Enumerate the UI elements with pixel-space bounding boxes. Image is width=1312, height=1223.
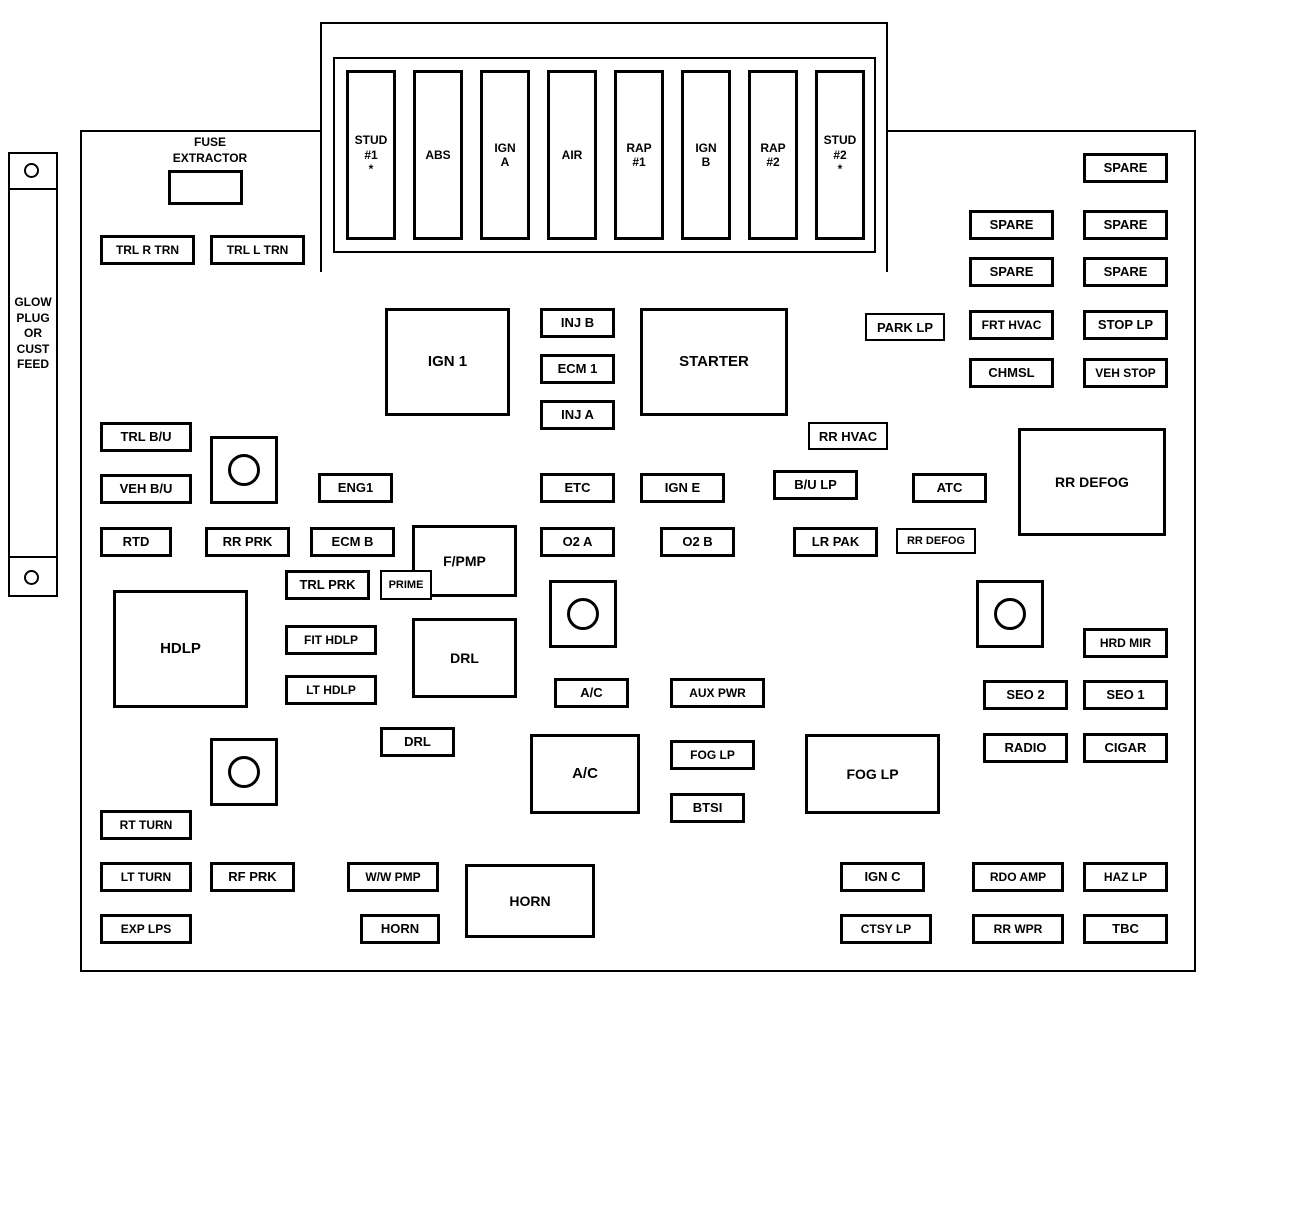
fuse-park-lp: PARK LP: [865, 313, 945, 341]
block-drl: DRL: [412, 618, 517, 698]
fuse-etc: ETC: [540, 473, 615, 503]
side-connector-label: GLOW PLUG OR CUST FEED: [8, 295, 58, 373]
relay-stud1: STUD #1 *: [346, 70, 396, 240]
fuse-haz-lp: HAZ LP: [1083, 862, 1168, 892]
fuse-lt-hdlp: LT HDLP: [285, 675, 377, 705]
relay-rap1: RAP #1: [614, 70, 664, 240]
fuse-btsi: BTSI: [670, 793, 745, 823]
fuse-inj-a: INJ A: [540, 400, 615, 430]
block-ign-1: IGN 1: [385, 308, 510, 416]
fuse-ctsy-lp: CTSY LP: [840, 914, 932, 944]
relay-igna: IGN A: [480, 70, 530, 240]
fuse-o2-b: O2 B: [660, 527, 735, 557]
fuse-trl-bu: TRL B/U: [100, 422, 192, 452]
fuse-fog-lp-s: FOG LP: [670, 740, 755, 770]
block-hdlp: HDLP: [113, 590, 248, 708]
fuse-fit-hdlp: FIT HDLP: [285, 625, 377, 655]
fuse-veh-bu: VEH B/U: [100, 474, 192, 504]
block-fog-lp: FOG LP: [805, 734, 940, 814]
relay-ignb: IGN B: [681, 70, 731, 240]
fuse-ac-s: A/C: [554, 678, 629, 708]
connector-hole-top: [24, 163, 39, 178]
fuse-spare-r1c1: SPARE: [1083, 153, 1168, 183]
mount-circle-r: [994, 598, 1026, 630]
fuse-ecm-b: ECM B: [310, 527, 395, 557]
fuse-seo-1: SEO 1: [1083, 680, 1168, 710]
side-connector-inner: [8, 188, 58, 558]
relay-abs: ABS: [413, 70, 463, 240]
fuse-ign-c: IGN C: [840, 862, 925, 892]
mount-circle-center: [567, 598, 599, 630]
fuse-atc: ATC: [912, 473, 987, 503]
fuse-o2-a: O2 A: [540, 527, 615, 557]
fuse-veh-stop: VEH STOP: [1083, 358, 1168, 388]
fuse-lt-turn: LT TURN: [100, 862, 192, 892]
fuse-rf-prk: RF PRK: [210, 862, 295, 892]
fuse-radio: RADIO: [983, 733, 1068, 763]
block-starter: STARTER: [640, 308, 788, 416]
fuse-rdo-amp: RDO AMP: [972, 862, 1064, 892]
mount-circle-ul: [228, 454, 260, 486]
fuse-spare-r3c2: SPARE: [1083, 257, 1168, 287]
fuse-trl-r-trn: TRL R TRN: [100, 235, 195, 265]
fuse-rr-defog-s: RR DEFOG: [896, 528, 976, 554]
fuse-aux-pwr: AUX PWR: [670, 678, 765, 708]
fuse-rr-prk: RR PRK: [205, 527, 290, 557]
fuse-seo-2: SEO 2: [983, 680, 1068, 710]
fuse-prime: PRIME: [380, 570, 432, 600]
connector-hole-bottom: [24, 570, 39, 585]
fuse-spare-r3c1: SPARE: [969, 257, 1054, 287]
relay-rap2: RAP #2: [748, 70, 798, 240]
fuse-hrd-mir: HRD MIR: [1083, 628, 1168, 658]
fuse-ww-pmp: W/W PMP: [347, 862, 439, 892]
fuse-rr-hvac: RR HVAC: [808, 422, 888, 450]
fuse-bu-lp: B/U LP: [773, 470, 858, 500]
fuse-extractor-label: FUSE EXTRACTOR: [160, 135, 260, 166]
fuse-lr-pak: LR PAK: [793, 527, 878, 557]
relay-air: AIR: [547, 70, 597, 240]
fuse-rt-turn: RT TURN: [100, 810, 192, 840]
fuse-spare-r2c2: SPARE: [1083, 210, 1168, 240]
fuse-drl-s: DRL: [380, 727, 455, 757]
fuse-extractor-box: [168, 170, 243, 205]
fuse-trl-prk: TRL PRK: [285, 570, 370, 600]
fuse-spare-r2c1: SPARE: [969, 210, 1054, 240]
fuse-rtd: RTD: [100, 527, 172, 557]
fuse-trl-l-trn: TRL L TRN: [210, 235, 305, 265]
fuse-chmsl: CHMSL: [969, 358, 1054, 388]
fuse-exp-lps: EXP LPS: [100, 914, 192, 944]
fuse-ign-e: IGN E: [640, 473, 725, 503]
fuse-ecm-1: ECM 1: [540, 354, 615, 384]
fuse-cigar: CIGAR: [1083, 733, 1168, 763]
relay-stud2: STUD #2 *: [815, 70, 865, 240]
fuse-stop-lp: STOP LP: [1083, 310, 1168, 340]
fuse-eng1: ENG1: [318, 473, 393, 503]
fuse-horn-s: HORN: [360, 914, 440, 944]
fuse-inj-b: INJ B: [540, 308, 615, 338]
fuse-tbc: TBC: [1083, 914, 1168, 944]
fuse-frt-hvac: FRT HVAC: [969, 310, 1054, 340]
block-horn: HORN: [465, 864, 595, 938]
block-ac: A/C: [530, 734, 640, 814]
block-rr-defog: RR DEFOG: [1018, 428, 1166, 536]
mount-circle-ll: [228, 756, 260, 788]
fuse-rr-wpr: RR WPR: [972, 914, 1064, 944]
